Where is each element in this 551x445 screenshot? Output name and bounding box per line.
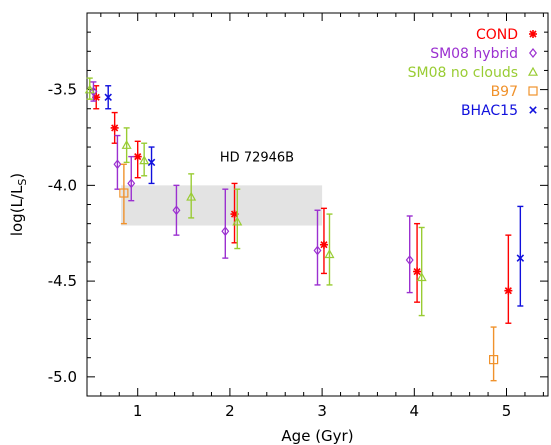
legend-label: B97 — [491, 84, 518, 100]
data-point — [416, 272, 427, 282]
legend-label: BHAC15 — [461, 103, 518, 119]
data-point — [186, 191, 197, 201]
legend-marker — [529, 106, 537, 114]
data-point — [113, 159, 122, 170]
data-point — [84, 84, 95, 94]
x-tick-label: 3 — [317, 402, 327, 420]
y-axis-label-subscript: S — [16, 179, 29, 186]
data-point — [89, 86, 98, 97]
x-tick-label: 2 — [225, 402, 235, 420]
legend: COND SM08 hybrid SM08 no clouds B97 BHAC15 — [408, 27, 539, 119]
data-point — [119, 188, 129, 198]
legend-marker — [528, 86, 538, 96]
data-point — [121, 139, 132, 149]
x-tick-label: 5 — [502, 402, 512, 420]
data-point — [516, 254, 525, 262]
legend-label: SM08 no clouds — [408, 65, 518, 81]
x-axis-label: Age (Gyr) — [281, 427, 353, 445]
y-tick-label: -3.5 — [48, 81, 77, 99]
y-axis-label: log(L/LS) — [8, 173, 29, 236]
data-point — [232, 216, 243, 226]
y-tick-label: -5.0 — [48, 368, 77, 386]
x-tick-label: 1 — [133, 402, 143, 420]
data-point — [504, 286, 513, 295]
annotation-text: HD 72946B — [220, 151, 294, 166]
legend-marker — [527, 66, 539, 76]
data-point — [221, 226, 230, 237]
legend-label: COND — [476, 27, 518, 43]
legend-marker — [529, 48, 537, 58]
data-point — [127, 178, 136, 189]
data-point — [139, 155, 150, 165]
data-points-layer — [84, 77, 525, 382]
y-axis-label-close: ) — [8, 173, 26, 179]
data-point — [133, 152, 142, 161]
highlight-band — [121, 185, 323, 226]
legend-label: SM08 hybrid — [430, 46, 518, 62]
series-b97 — [119, 163, 499, 382]
series-sm08-no-clouds — [84, 77, 427, 317]
y-tick-label: -4.5 — [48, 272, 77, 290]
series-bhac15 — [104, 85, 525, 307]
data-point — [405, 255, 414, 265]
y-axis-label-main: log(L/L — [8, 185, 26, 236]
series-cond — [92, 85, 513, 324]
data-point — [110, 123, 119, 132]
data-point — [319, 240, 328, 249]
highlight-band-layer — [121, 185, 323, 226]
data-point — [489, 355, 499, 365]
data-point — [172, 205, 181, 216]
series-sm08-hybrid — [89, 81, 414, 294]
x-tick-label: 4 — [410, 402, 420, 420]
data-point — [413, 267, 422, 276]
data-point — [104, 93, 112, 101]
y-tick-label: -4.0 — [48, 176, 77, 194]
legend-marker — [529, 30, 537, 38]
data-point — [324, 249, 335, 259]
tick-marks-layer: 1 2 3 4 5 -3.5 -4.0 -4.5 -5.0 — [48, 12, 548, 420]
data-point — [147, 158, 156, 167]
data-point — [313, 245, 322, 256]
